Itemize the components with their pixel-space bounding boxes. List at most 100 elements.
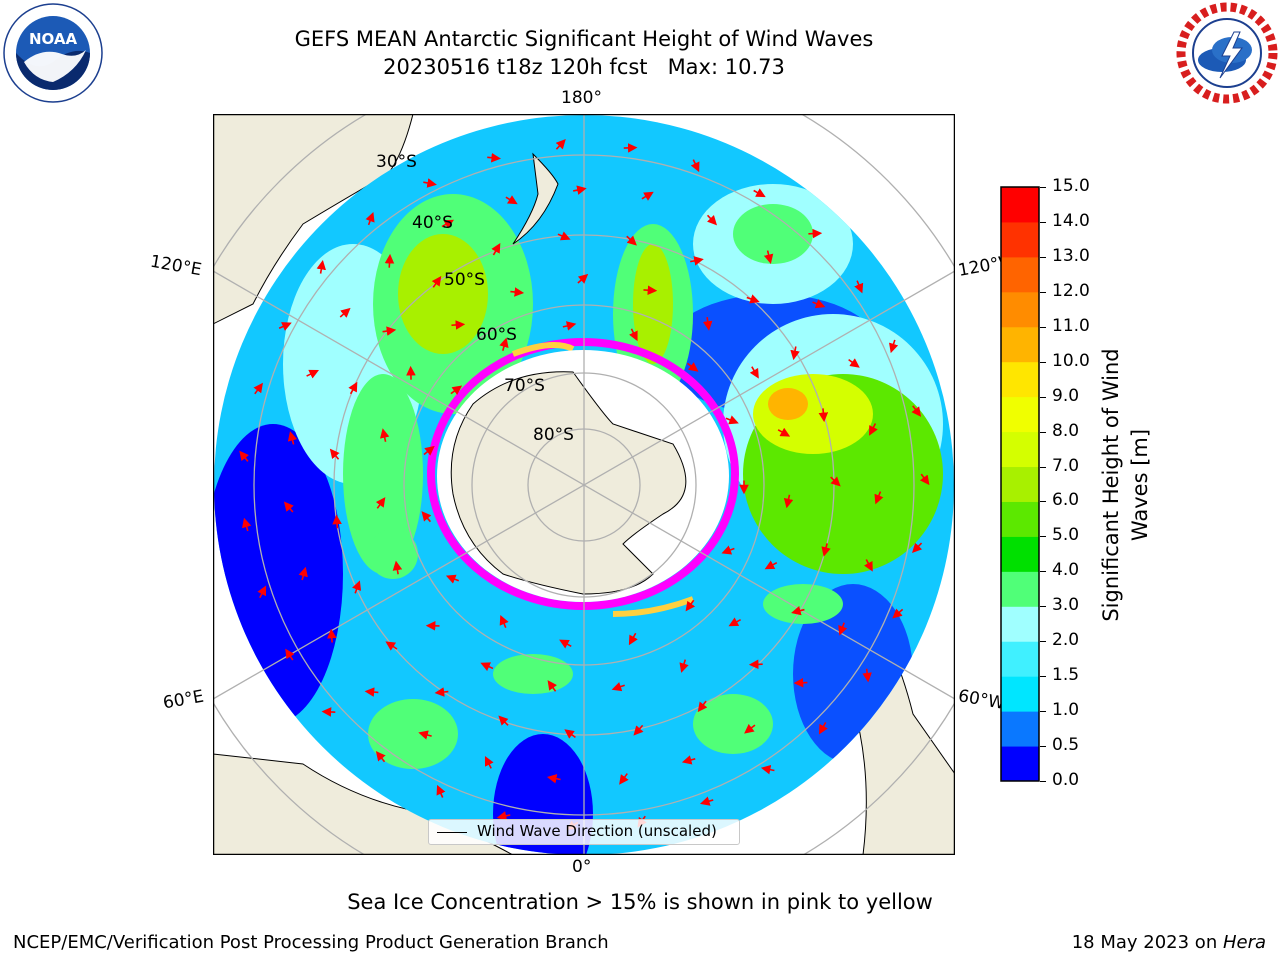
colorbar-tick-label: 14.0: [1052, 210, 1090, 231]
wind-wave-arrow: [628, 632, 638, 646]
wind-wave-arrow: [365, 211, 375, 226]
sea-ice-edge: [427, 338, 739, 610]
lat-label-60s: 60°S: [476, 325, 517, 345]
wind-wave-arrow: [626, 235, 637, 246]
wind-wave-arrow: [753, 188, 766, 198]
colorbar-tick-label: 3.0: [1052, 595, 1080, 616]
polar-map: [213, 114, 955, 855]
map-border: [213, 114, 955, 855]
wind-wave-arrow: [329, 448, 340, 460]
wind-wave-arrow: [332, 514, 342, 529]
wind-wave-arrow: [812, 299, 826, 309]
lat-label-40s: 40°S: [412, 213, 453, 233]
wind-wave-arrow: [699, 796, 714, 806]
footer-date-text: 18 May 2023 on: [1071, 932, 1223, 953]
colorbar-tick-mark: [1040, 571, 1046, 573]
lat-label-50s: 50°S: [444, 270, 485, 290]
wind-wave-arrow: [643, 285, 658, 296]
colorbar-tick-mark: [1040, 641, 1046, 643]
colorbar-band: [1001, 466, 1039, 502]
wind-wave-arrow: [306, 369, 320, 379]
colorbar-tick-label: 11.0: [1052, 315, 1090, 336]
wind-wave-arrow: [702, 316, 713, 331]
colorbar-band: [1001, 571, 1039, 607]
wind-wave-arrow: [375, 751, 386, 763]
colorbar-tick-label: 4.0: [1052, 560, 1080, 581]
wind-wave-arrow: [911, 405, 922, 417]
lat-label-80s: 80°S: [533, 425, 574, 445]
wind-wave-arrow: [791, 605, 805, 616]
lon-label-60w: 60°W: [956, 686, 1007, 714]
colorbar-tick-mark: [1040, 606, 1046, 608]
colorbar-tick-label: 7.0: [1052, 455, 1080, 476]
wind-wave-arrow: [706, 214, 718, 226]
wind-wave-arrow: [480, 662, 494, 672]
colorbar-tick-label: 8.0: [1052, 420, 1080, 441]
wind-wave-arrow: [763, 250, 774, 264]
wind-wave-arrow: [862, 668, 872, 683]
wind-wave-arrow: [499, 615, 509, 629]
wind-wave-arrow: [257, 585, 267, 599]
wind-wave-arrow: [287, 431, 298, 445]
colorbar-tick-mark: [1040, 711, 1046, 713]
colorbar-tick-label: 13.0: [1052, 245, 1090, 266]
wind-wave-arrow: [450, 385, 463, 396]
land-antarctica: [450, 371, 687, 595]
colorbar-tick-mark: [1040, 781, 1046, 782]
wind-wave-arrow: [510, 287, 525, 297]
wind-wave-arrow: [316, 259, 327, 274]
colorbar-band: [1001, 501, 1039, 537]
colorbar-tick-label: 1.5: [1052, 665, 1080, 686]
wind-wave-arrow: [721, 545, 735, 555]
colorbar-tick-label: 2.0: [1052, 630, 1080, 651]
wind-wave-arrow: [830, 476, 841, 487]
lat-label-70s: 70°S: [504, 376, 545, 396]
chart-title: GEFS MEAN Antarctic Significant Height o…: [294, 27, 874, 51]
colorbar-band: [1001, 711, 1039, 747]
colorbar-tick-mark: [1040, 501, 1046, 503]
wind-wave-arrow: [423, 445, 435, 456]
wind-wave-arrow: [441, 219, 455, 229]
wind-wave-arrow: [573, 185, 587, 195]
colorbar: [1000, 186, 1040, 782]
colorbar-band: [1001, 291, 1039, 328]
footer-host: Hera: [1222, 932, 1266, 953]
chart-subtitle: 20230516 t18z 120h fcst Max: 10.73: [383, 55, 785, 79]
wind-wave-arrow: [436, 784, 446, 798]
wind-wave-arrow: [327, 628, 337, 643]
wind-wave-arrow: [619, 773, 629, 785]
wind-wave-arrow: [854, 280, 864, 294]
land-new-zealand: [512, 152, 559, 245]
wind-wave-arrow: [496, 811, 511, 821]
colorbar-tick-mark: [1040, 187, 1046, 188]
colorbar-tick-mark: [1040, 291, 1046, 293]
wind-wave-arrow: [686, 362, 699, 372]
colorbar-tick-label: 5.0: [1052, 525, 1080, 546]
lon-label-180: 180°: [561, 88, 602, 108]
wind-wave-arrow: [697, 700, 708, 713]
wind-wave-arrow: [838, 622, 848, 636]
wind-wave-arrow: [725, 415, 739, 425]
wind-wave-arrow: [385, 641, 398, 651]
wind-wave-arrow: [848, 358, 860, 368]
wind-wave-arrow: [434, 687, 449, 697]
colorbar-tick-label: 0.0: [1052, 770, 1080, 790]
colorbar-tick-mark: [1040, 676, 1046, 678]
wind-wave-arrow: [744, 723, 756, 734]
sea-ice-note: Sea Ice Concentration > 15% is shown in …: [347, 890, 933, 914]
wind-wave-arrow: [679, 659, 689, 673]
colorbar-band: [1001, 536, 1039, 572]
wind-wave-arrow: [348, 381, 358, 395]
wind-wave-arrow: [352, 580, 362, 594]
wind-wave-arrow: [764, 560, 778, 570]
colorbar-tick-mark: [1040, 221, 1046, 223]
colorbar-band: [1001, 361, 1039, 398]
wind-wave-arrow: [423, 178, 437, 188]
wind-wave-arrow: [911, 542, 923, 553]
lon-label-60e: 60°E: [161, 686, 206, 714]
wind-wave-arrow: [690, 159, 700, 173]
wind-wave-arrow: [685, 599, 696, 612]
lon-label-0: 0°: [572, 857, 592, 877]
wind-wave-arrow: [491, 243, 501, 256]
wind-wave-arrow: [364, 687, 379, 697]
